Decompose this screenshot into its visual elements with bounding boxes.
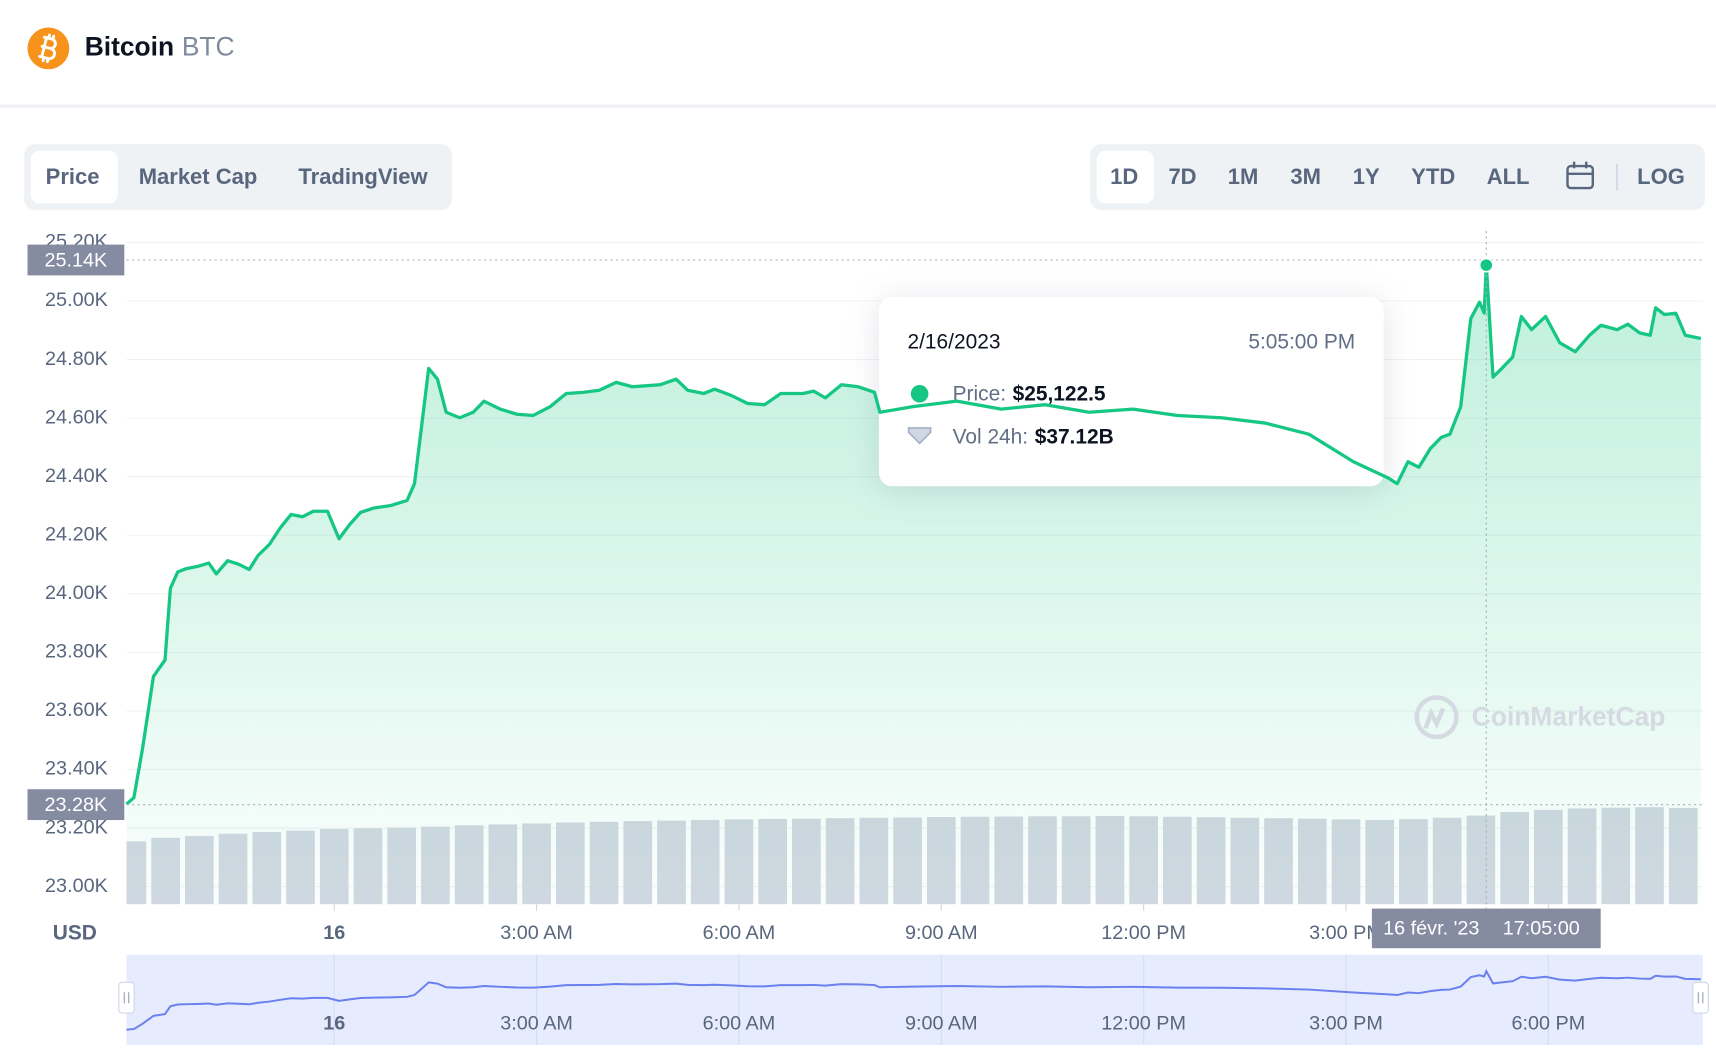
y-tick-label: 23.80K — [45, 641, 108, 663]
tooltip-volume-icon — [907, 427, 932, 445]
handle-body — [118, 981, 135, 1014]
watermark-circle — [1414, 695, 1459, 740]
tooltip-price-label: Price: — [953, 382, 1006, 405]
x-tick-label: 16 — [323, 922, 345, 944]
range-button[interactable]: 3M — [1290, 164, 1321, 189]
range-button[interactable]: YTD — [1411, 164, 1455, 189]
y-tick-label: 24.20K — [45, 523, 108, 545]
handle-body — [1692, 981, 1709, 1014]
navigator-tick-label: 12:00 PM — [1101, 1012, 1186, 1034]
low-badge — [27, 789, 125, 821]
navigator-handle[interactable] — [1692, 981, 1709, 1014]
low-label: 23.28K — [45, 794, 108, 816]
watermark: CoinMarketCap — [1472, 701, 1666, 731]
navigator-tick-label: 3:00 AM — [500, 1012, 573, 1034]
range-button[interactable]: 1Y — [1353, 164, 1380, 189]
navigator-tick-label: 3:00 PM — [1309, 1012, 1383, 1034]
crosshair-date: 16 févr. '23 — [1383, 918, 1479, 940]
tab-group — [24, 144, 453, 211]
navigator-tick-label: 6:00 AM — [703, 1012, 776, 1034]
crosshair-time: 17:05:00 — [1503, 918, 1580, 940]
range-button[interactable]: ALL — [1487, 164, 1530, 189]
tooltip-time: 5:05:00 PM — [1248, 331, 1355, 354]
crosshair-badge — [1371, 908, 1601, 949]
range-group — [1090, 144, 1705, 211]
log-button[interactable]: LOG — [1637, 164, 1685, 189]
x-tick-label: 3:00 PM — [1309, 922, 1383, 944]
range-selected — [1096, 150, 1154, 204]
price-line — [125, 263, 1702, 806]
navigator-tick-label: 6:00 PM — [1511, 1012, 1585, 1034]
hover-dot — [1478, 257, 1494, 273]
navigator-tick-label: 16 — [323, 1012, 345, 1034]
y-tick-label: 23.00K — [45, 875, 108, 897]
range-button[interactable]: 1M — [1228, 164, 1259, 189]
tooltip-volume-value: $37.12B — [1035, 425, 1114, 448]
y-tick-label: 24.80K — [45, 348, 108, 370]
tab[interactable]: Market Cap — [139, 164, 258, 189]
high-badge — [27, 244, 125, 276]
y-tick-label: 24.40K — [45, 465, 108, 487]
coin-symbol: BTC — [182, 31, 235, 61]
range-button[interactable]: 1D — [1110, 164, 1138, 189]
navigator-tick-label: 9:00 AM — [905, 1012, 978, 1034]
y-tick-label: 23.60K — [45, 699, 108, 721]
header-bar — [0, 0, 1716, 105]
x-tick-label: 9:00 AM — [905, 922, 978, 944]
y-tick-label: 23.40K — [45, 758, 108, 780]
navigator-handle[interactable] — [118, 981, 135, 1014]
high-label: 25.14K — [45, 249, 108, 271]
price-area — [126, 265, 1701, 905]
tooltip-volume-label: Vol 24h: — [953, 425, 1029, 448]
watermark-logo — [1414, 695, 1459, 740]
tooltip — [878, 297, 1384, 487]
tab-selected — [30, 150, 118, 204]
overlay: 25.14K 23.28K CoinMarketCap USD 16 3:00 AM 6:0… — [27, 231, 1709, 1045]
calendar-button[interactable] — [1566, 161, 1595, 190]
plot: 23.00K 23.20K 23.40K 23.60K 23.80K 24.00K 24.2… — [45, 231, 1703, 905]
tooltip-price-value: $25,122.5 — [1013, 382, 1106, 405]
y-tick-label: 24.60K — [45, 406, 108, 428]
range-button[interactable]: 7D — [1168, 164, 1196, 189]
x-tick-label: 12:00 PM — [1101, 922, 1186, 944]
navigator — [126, 954, 1703, 1045]
coin-logo — [27, 27, 70, 70]
watermark-mark — [1423, 707, 1446, 730]
y-tick-label: 23.20K — [45, 816, 108, 838]
y-tick-label: 25.00K — [45, 289, 108, 311]
handle-grip — [123, 992, 130, 1004]
x-tick-label: 3:00 AM — [500, 922, 573, 944]
x-tick-label: 6:00 AM — [703, 922, 776, 944]
handle-grip — [1697, 992, 1704, 1004]
header-divider — [0, 104, 1716, 108]
tab[interactable]: TradingView — [298, 164, 428, 189]
tab[interactable]: Price — [46, 164, 100, 189]
x-axis-label: USD — [53, 921, 97, 944]
y-tick-label: 24.00K — [45, 582, 108, 604]
tooltip-date: 2/16/2023 — [908, 331, 1001, 354]
navigator-line — [126, 968, 1701, 1031]
coin-name: Bitcoin — [85, 31, 174, 61]
tooltip-price-dot — [910, 385, 929, 403]
